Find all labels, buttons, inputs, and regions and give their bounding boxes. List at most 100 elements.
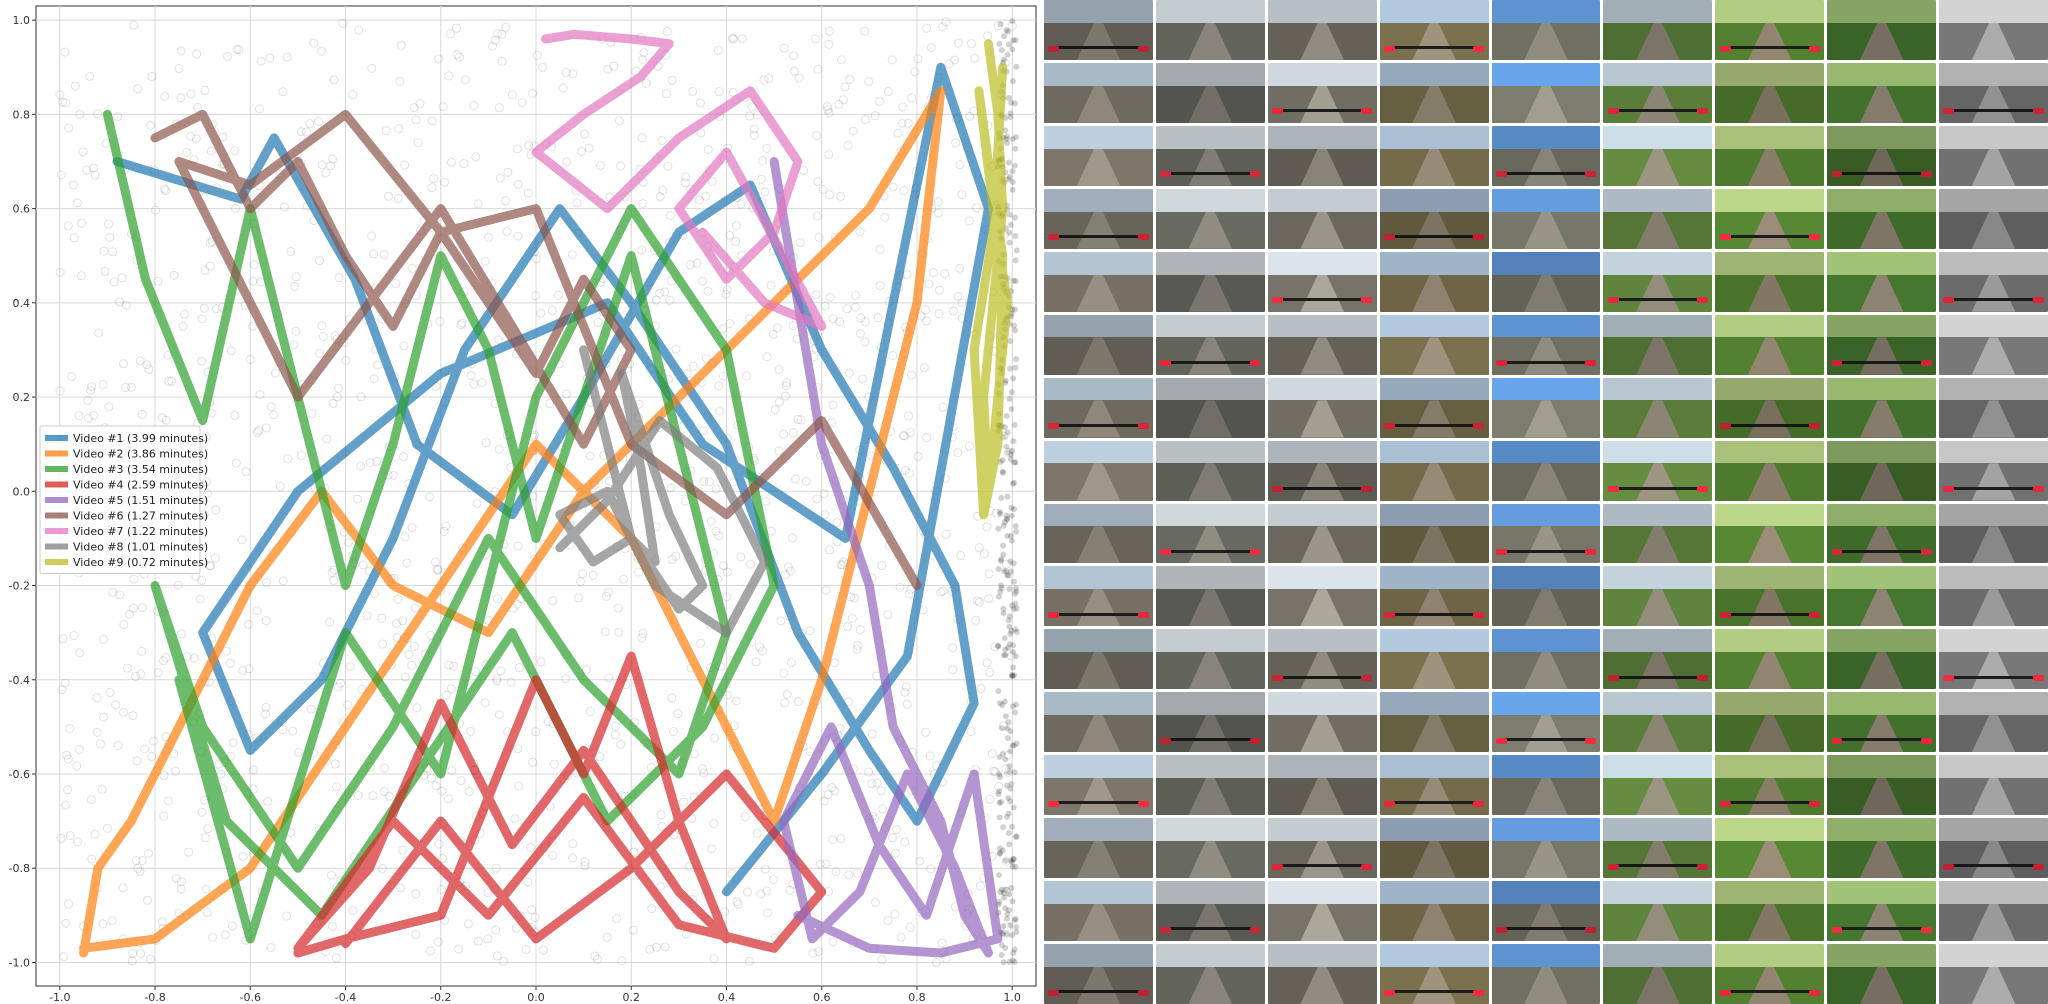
- scatter-point: [812, 131, 822, 141]
- scatter-point: [689, 749, 699, 759]
- scatter-point: [701, 191, 711, 201]
- scatter-point: [581, 664, 591, 674]
- video-frame-thumbnail: [1267, 755, 1377, 816]
- scatter-point: [1009, 78, 1016, 85]
- video-frame-thumbnail: [1715, 881, 1825, 942]
- scatter-point: [135, 866, 145, 876]
- scatter-point: [721, 289, 731, 299]
- scatter-point: [719, 561, 729, 571]
- scatter-point: [164, 376, 174, 386]
- scatter-point: [438, 854, 448, 864]
- scatter-point: [512, 144, 522, 154]
- scatter-point: [288, 726, 298, 736]
- scatter-point: [658, 185, 668, 195]
- scatter-point: [94, 328, 104, 338]
- video-frame-thumbnail: [1939, 62, 2048, 123]
- scatter-point: [205, 238, 215, 248]
- x-tick-label: 0.4: [718, 991, 736, 1004]
- scatter-point: [1010, 375, 1017, 382]
- scatter-point: [127, 956, 137, 966]
- scatter-point: [97, 784, 107, 794]
- scatter-point: [434, 54, 444, 64]
- y-tick-label: 0.8: [13, 108, 31, 121]
- video-frame-thumbnail: [1939, 377, 2048, 438]
- scatter-point: [378, 639, 388, 649]
- scatter-point: [452, 50, 462, 60]
- scatter-point: [808, 948, 818, 958]
- scatter-point: [527, 88, 537, 98]
- video-frame-thumbnail: [1715, 566, 1825, 627]
- scatter-point: [898, 431, 908, 441]
- scatter-point: [179, 309, 189, 319]
- scatter-point: [140, 744, 150, 754]
- scatter-point: [1007, 114, 1014, 121]
- scatter-point: [494, 710, 504, 720]
- scatter-point: [56, 833, 66, 843]
- scatter-point: [118, 883, 128, 893]
- video-frame-thumbnail: [1044, 881, 1153, 942]
- scatter-point: [580, 861, 590, 871]
- scatter-point: [402, 558, 412, 568]
- scatter-point: [779, 43, 789, 53]
- scatter-point: [142, 360, 152, 370]
- scatter-point: [113, 112, 123, 122]
- scatter-point: [317, 321, 327, 331]
- scatter-point: [526, 843, 536, 853]
- scatter-point: [291, 272, 301, 282]
- video-frame-thumbnail: [1155, 629, 1265, 690]
- scatter-point: [1003, 140, 1010, 147]
- scatter-point: [145, 121, 155, 131]
- scatter-point: [278, 87, 288, 97]
- y-tick-label: -1.0: [9, 956, 30, 969]
- scatter-point: [819, 489, 829, 499]
- x-tick-label: 1.0: [1003, 991, 1021, 1004]
- legend-entry: Video #5 (1.51 minutes): [73, 494, 208, 507]
- video-frame-thumbnail: [1155, 755, 1265, 816]
- scatter-point: [404, 649, 414, 659]
- video-frame-thumbnail: [1155, 692, 1265, 753]
- video-frame-thumbnail: [1044, 251, 1153, 312]
- scatter-point: [208, 932, 218, 942]
- scatter-point: [317, 160, 327, 170]
- scatter-point: [431, 557, 441, 567]
- scatter-point: [90, 170, 100, 180]
- video-frame-thumbnail: [1715, 62, 1825, 123]
- scatter-point: [433, 564, 443, 574]
- scatter-point: [707, 844, 717, 854]
- scatter-point: [688, 86, 698, 96]
- scatter-point: [788, 428, 798, 438]
- video-frame-thumbnail: [1603, 944, 1713, 1004]
- scatter-point: [999, 468, 1006, 475]
- scatter-point: [174, 64, 184, 74]
- y-tick-label: 0.6: [13, 203, 31, 216]
- scatter-point: [245, 354, 255, 364]
- scatter-point: [255, 390, 265, 400]
- scatter-point: [176, 629, 186, 639]
- scatter-point: [1010, 37, 1017, 44]
- scatter-point: [55, 386, 65, 396]
- video-frame-thumbnail: [1267, 818, 1377, 879]
- scatter-point: [722, 592, 732, 602]
- video-frame-thumbnail: [1827, 629, 1937, 690]
- scatter-point: [903, 411, 913, 421]
- scatter-point: [1001, 894, 1008, 901]
- scatter-point: [665, 211, 675, 221]
- scatter-point: [362, 611, 372, 621]
- scatter-point: [1012, 522, 1019, 529]
- scatter-point: [1000, 824, 1007, 831]
- video-frame-thumbnail: [1155, 440, 1265, 501]
- scatter-point: [470, 667, 480, 677]
- scatter-point: [95, 739, 105, 749]
- scatter-point: [372, 456, 382, 466]
- scatter-point: [433, 565, 443, 575]
- scatter-point: [756, 174, 766, 184]
- scatter-point: [411, 929, 421, 939]
- scatter-point: [998, 725, 1005, 732]
- scatter-point: [955, 160, 965, 170]
- video-frame-thumbnail: [1827, 440, 1937, 501]
- scatter-point: [327, 921, 337, 931]
- scatter-point: [84, 413, 94, 423]
- video-frame-thumbnail: [1044, 692, 1153, 753]
- video-frame-thumbnail: [1044, 125, 1153, 186]
- scatter-point: [610, 730, 620, 740]
